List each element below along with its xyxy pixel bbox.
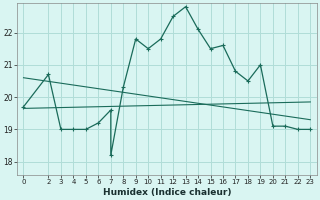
X-axis label: Humidex (Indice chaleur): Humidex (Indice chaleur) (103, 188, 231, 197)
